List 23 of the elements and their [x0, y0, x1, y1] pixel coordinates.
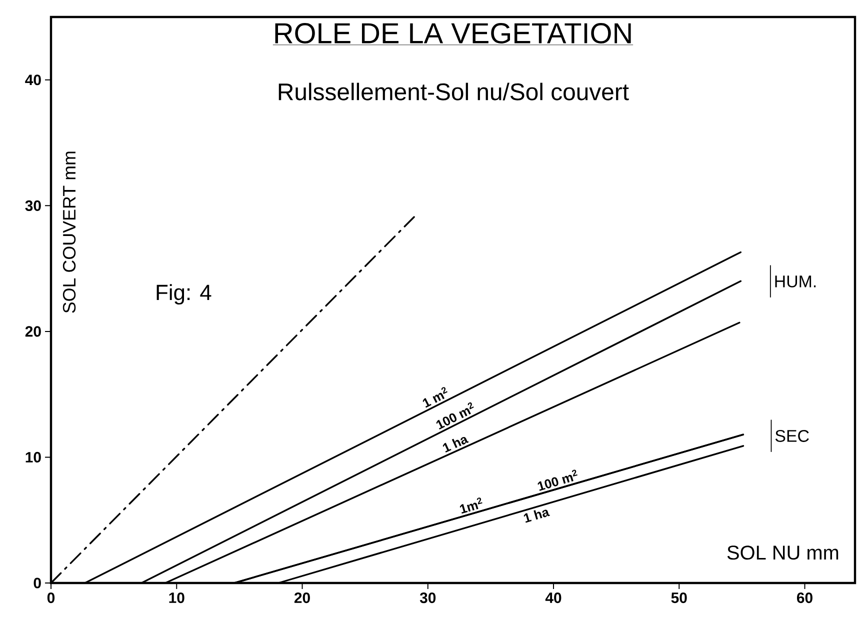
x-tick-label: 10	[169, 592, 184, 604]
x-tick-label: 60	[796, 592, 812, 604]
annotation: Fig: 4	[156, 284, 212, 305]
y-tick-label: 40	[25, 74, 41, 86]
text: 100 m$^{2}$	[538, 470, 578, 491]
x-axis-title: SOL NU mm	[727, 546, 838, 560]
x-tick-label: 50	[671, 592, 687, 604]
x-tick-label: 0	[47, 592, 55, 604]
text: 1 ha	[524, 510, 550, 523]
y-tick-label: 20	[25, 326, 41, 337]
y-axis-title: SOL COUVERT mm	[62, 152, 76, 313]
text: 1m$^{2}$	[460, 498, 482, 514]
chart-title: ROLE DE LA VEGETATION	[275, 23, 631, 44]
x-tick-label: 20	[294, 592, 310, 604]
y-tick-label: 0	[34, 578, 41, 588]
x-tick-label: 30	[420, 592, 436, 604]
text: 1 ha	[442, 436, 469, 453]
text: Rulssellement-Sol nu/Sol couvert	[278, 82, 629, 100]
annotation: HUM.	[775, 276, 816, 288]
annotation: SEC	[775, 430, 809, 442]
y-tick-label: 30	[25, 200, 41, 211]
y-tick-label: 10	[26, 452, 41, 463]
x-tick-label: 40	[545, 592, 562, 604]
